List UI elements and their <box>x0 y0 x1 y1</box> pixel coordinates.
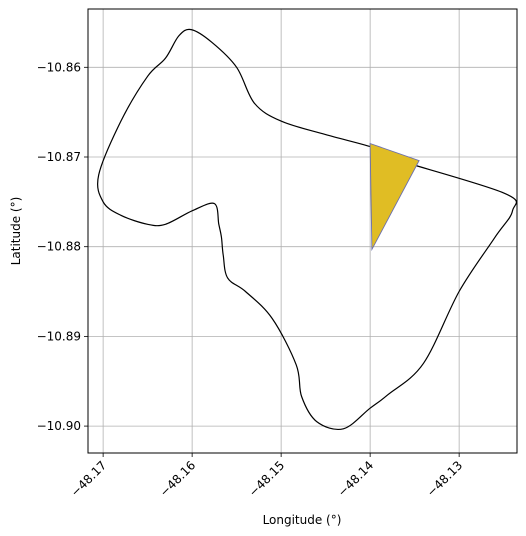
x-axis-label: Longitude (°) <box>263 513 342 527</box>
y-axis-label: Latitude (°) <box>9 197 23 266</box>
y-tick-label: −10.90 <box>37 419 81 433</box>
axes-frame <box>87 8 518 454</box>
x-tick-label: −48.16 <box>157 458 198 499</box>
highlighted-parcel <box>369 142 420 252</box>
y-tick-label: −10.86 <box>37 60 81 74</box>
y-tick-label: −10.89 <box>37 329 81 343</box>
grid-lines <box>88 9 517 453</box>
x-tick-label: −48.13 <box>424 458 465 499</box>
x-axis-ticks: −48.17 −48.16 −48.15 −48.14 −48.13 <box>68 453 465 500</box>
y-tick-label: −10.87 <box>37 150 81 164</box>
y-tick-label: −10.88 <box>37 240 81 254</box>
x-tick-label: −48.14 <box>335 458 376 499</box>
y-axis-ticks: −10.86 −10.87 −10.88 −10.89 −10.90 <box>37 60 88 433</box>
map-shapes <box>97 28 517 430</box>
x-tick-label: −48.17 <box>68 458 109 499</box>
area-boundary-outline <box>97 28 517 430</box>
x-tick-label: −48.15 <box>246 458 287 499</box>
